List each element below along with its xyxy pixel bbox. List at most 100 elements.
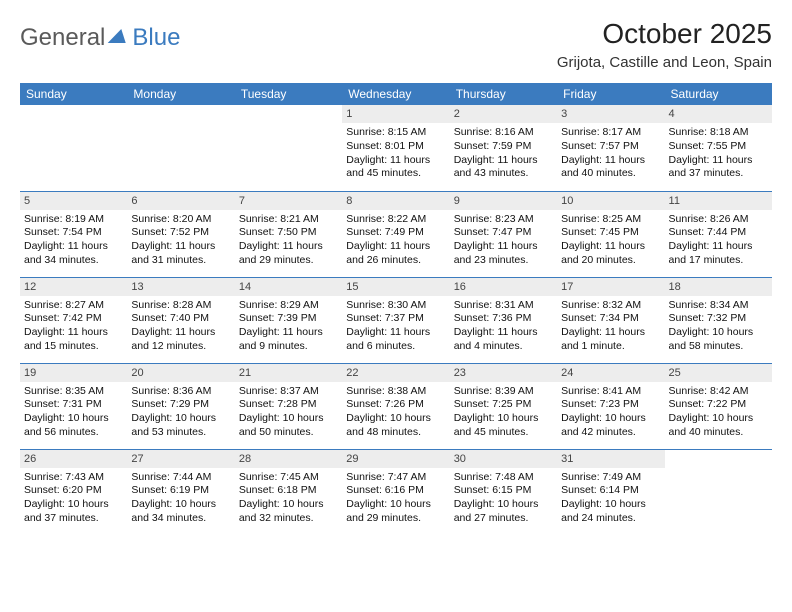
logo-general: General: [20, 24, 105, 52]
day-info: Sunrise: 8:18 AMSunset: 7:55 PMDaylight:…: [669, 126, 768, 181]
calendar-header-row: SundayMondayTuesdayWednesdayThursdayFrid…: [20, 83, 772, 105]
title-block: October 2025 Grijota, Castille and Leon,…: [557, 18, 772, 71]
calendar-week: 19Sunrise: 8:35 AMSunset: 7:31 PMDayligh…: [20, 363, 772, 449]
day-number: 6: [127, 192, 234, 210]
day-number: 14: [235, 278, 342, 296]
day-info: Sunrise: 8:37 AMSunset: 7:28 PMDaylight:…: [239, 385, 338, 440]
calendar-cell: 29 Sunrise: 7:47 AMSunset: 6:16 PMDayligh…: [342, 449, 449, 535]
day-info: Sunrise: 8:17 AMSunset: 7:57 PMDaylight:…: [561, 126, 660, 181]
day-number: 4: [665, 105, 772, 123]
calendar-cell: 27 Sunrise: 7:44 AMSunset: 6:19 PMDayligh…: [127, 449, 234, 535]
logo-blue: Blue: [132, 24, 180, 52]
logo: General Blue: [20, 18, 180, 52]
calendar-cell: 11Sunrise: 8:26 AMSunset: 7:44 PMDayligh…: [665, 191, 772, 277]
calendar-cell: 9 Sunrise: 8:23 AMSunset: 7:47 PMDaylight…: [450, 191, 557, 277]
day-info: Sunrise: 7:43 AMSunset: 6:20 PMDaylight:…: [24, 471, 123, 526]
day-info: Sunrise: 8:21 AMSunset: 7:50 PMDaylight:…: [239, 213, 338, 268]
calendar-cell: 4 Sunrise: 8:18 AMSunset: 7:55 PMDaylight…: [665, 105, 772, 191]
header: General Blue October 2025 Grijota, Casti…: [20, 18, 772, 71]
day-number: 10: [557, 192, 664, 210]
day-info: Sunrise: 8:16 AMSunset: 7:59 PMDaylight:…: [454, 126, 553, 181]
day-info: Sunrise: 7:47 AMSunset: 6:16 PMDaylight:…: [346, 471, 445, 526]
calendar-cell: 30 Sunrise: 7:48 AMSunset: 6:15 PMDayligh…: [450, 449, 557, 535]
day-info: Sunrise: 8:19 AMSunset: 7:54 PMDaylight:…: [24, 213, 123, 268]
weekday-header: Wednesday: [342, 83, 449, 105]
day-info: Sunrise: 8:22 AMSunset: 7:49 PMDaylight:…: [346, 213, 445, 268]
day-number: 27: [127, 450, 234, 468]
day-number: 22: [342, 364, 449, 382]
day-info: Sunrise: 8:20 AMSunset: 7:52 PMDaylight:…: [131, 213, 230, 268]
day-number: 31: [557, 450, 664, 468]
day-number: 23: [450, 364, 557, 382]
weekday-header: Thursday: [450, 83, 557, 105]
calendar-cell: 17 Sunrise: 8:32 AMSunset: 7:34 PMDayligh…: [557, 277, 664, 363]
calendar-week: 12Sunrise: 8:27 AMSunset: 7:42 PMDayligh…: [20, 277, 772, 363]
day-number: 1: [342, 105, 449, 123]
day-number: 30: [450, 450, 557, 468]
calendar-cell: 10 Sunrise: 8:25 AMSunset: 7:45 PMDayligh…: [557, 191, 664, 277]
calendar-cell: [235, 105, 342, 191]
calendar-week: 26 Sunrise: 7:43 AMSunset: 6:20 PMDayligh…: [20, 449, 772, 535]
day-number: 21: [235, 364, 342, 382]
calendar-cell: 3 Sunrise: 8:17 AMSunset: 7:57 PMDaylight…: [557, 105, 664, 191]
day-info: Sunrise: 8:25 AMSunset: 7:45 PMDaylight:…: [561, 213, 660, 268]
day-info: Sunrise: 8:28 AMSunset: 7:40 PMDaylight:…: [131, 299, 230, 354]
day-info: Sunrise: 8:41 AMSunset: 7:23 PMDaylight:…: [561, 385, 660, 440]
day-number: 15: [342, 278, 449, 296]
day-number: 24: [557, 364, 664, 382]
calendar-cell: [127, 105, 234, 191]
calendar-cell: 21 Sunrise: 8:37 AMSunset: 7:28 PMDayligh…: [235, 363, 342, 449]
day-number: 18: [665, 278, 772, 296]
day-number: 17: [557, 278, 664, 296]
weekday-header: Saturday: [665, 83, 772, 105]
day-number: 3: [557, 105, 664, 123]
calendar-week: 1 Sunrise: 8:15 AMSunset: 8:01 PMDaylight…: [20, 105, 772, 191]
day-info: Sunrise: 7:48 AMSunset: 6:15 PMDaylight:…: [454, 471, 553, 526]
month-title: October 2025: [557, 18, 772, 50]
day-info: Sunrise: 8:38 AMSunset: 7:26 PMDaylight:…: [346, 385, 445, 440]
calendar-cell: 1 Sunrise: 8:15 AMSunset: 8:01 PMDaylight…: [342, 105, 449, 191]
day-info: Sunrise: 8:34 AMSunset: 7:32 PMDaylight:…: [669, 299, 768, 354]
day-number: 2: [450, 105, 557, 123]
day-info: Sunrise: 8:15 AMSunset: 8:01 PMDaylight:…: [346, 126, 445, 181]
day-number: 29: [342, 450, 449, 468]
calendar-cell: 28 Sunrise: 7:45 AMSunset: 6:18 PMDayligh…: [235, 449, 342, 535]
day-number: 5: [20, 192, 127, 210]
day-info: Sunrise: 7:44 AMSunset: 6:19 PMDaylight:…: [131, 471, 230, 526]
weekday-header: Sunday: [20, 83, 127, 105]
day-number: 11: [665, 192, 772, 210]
day-number: 8: [342, 192, 449, 210]
day-number: 25: [665, 364, 772, 382]
day-info: Sunrise: 7:49 AMSunset: 6:14 PMDaylight:…: [561, 471, 660, 526]
day-info: Sunrise: 8:39 AMSunset: 7:25 PMDaylight:…: [454, 385, 553, 440]
day-info: Sunrise: 8:31 AMSunset: 7:36 PMDaylight:…: [454, 299, 553, 354]
calendar-cell: [20, 105, 127, 191]
weekday-header: Tuesday: [235, 83, 342, 105]
day-number: 20: [127, 364, 234, 382]
calendar-cell: 24 Sunrise: 8:41 AMSunset: 7:23 PMDayligh…: [557, 363, 664, 449]
calendar-cell: 5 Sunrise: 8:19 AMSunset: 7:54 PMDaylight…: [20, 191, 127, 277]
day-info: Sunrise: 8:36 AMSunset: 7:29 PMDaylight:…: [131, 385, 230, 440]
location: Grijota, Castille and Leon, Spain: [557, 54, 772, 71]
calendar-cell: 18 Sunrise: 8:34 AMSunset: 7:32 PMDayligh…: [665, 277, 772, 363]
weekday-header: Monday: [127, 83, 234, 105]
calendar-cell: 13 Sunrise: 8:28 AMSunset: 7:40 PMDayligh…: [127, 277, 234, 363]
day-number: 26: [20, 450, 127, 468]
day-info: Sunrise: 8:35 AMSunset: 7:31 PMDaylight:…: [24, 385, 123, 440]
calendar-table: SundayMondayTuesdayWednesdayThursdayFrid…: [20, 83, 772, 535]
day-info: Sunrise: 7:45 AMSunset: 6:18 PMDaylight:…: [239, 471, 338, 526]
calendar-week: 5 Sunrise: 8:19 AMSunset: 7:54 PMDaylight…: [20, 191, 772, 277]
calendar-cell: 12Sunrise: 8:27 AMSunset: 7:42 PMDayligh…: [20, 277, 127, 363]
day-info: Sunrise: 8:23 AMSunset: 7:47 PMDaylight:…: [454, 213, 553, 268]
day-number: 13: [127, 278, 234, 296]
calendar-cell: [665, 449, 772, 535]
day-number: 9: [450, 192, 557, 210]
day-info: Sunrise: 8:29 AMSunset: 7:39 PMDaylight:…: [239, 299, 338, 354]
calendar-cell: 25Sunrise: 8:42 AMSunset: 7:22 PMDayligh…: [665, 363, 772, 449]
day-number: 28: [235, 450, 342, 468]
calendar-cell: 23 Sunrise: 8:39 AMSunset: 7:25 PMDayligh…: [450, 363, 557, 449]
day-info: Sunrise: 8:32 AMSunset: 7:34 PMDaylight:…: [561, 299, 660, 354]
calendar-cell: 20 Sunrise: 8:36 AMSunset: 7:29 PMDayligh…: [127, 363, 234, 449]
weekday-header: Friday: [557, 83, 664, 105]
day-number: 12: [20, 278, 127, 296]
